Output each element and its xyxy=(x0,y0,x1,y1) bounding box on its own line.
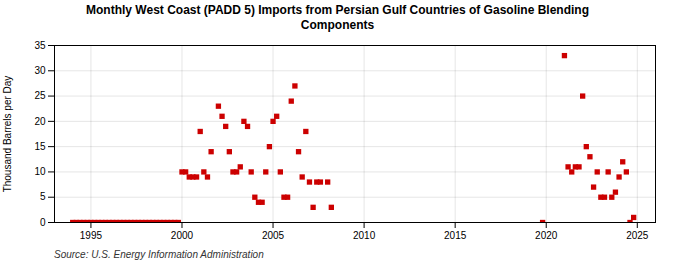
svg-text:1995: 1995 xyxy=(80,230,103,241)
svg-text:35: 35 xyxy=(34,40,46,51)
html-text:Source: U.S. Energy Informatio: Source: U.S. Energy Information Administ… xyxy=(54,249,264,260)
svg-text:10: 10 xyxy=(34,166,46,177)
svg-text:5: 5 xyxy=(40,191,46,202)
svg-text:30: 30 xyxy=(34,65,46,76)
svg-text:2015: 2015 xyxy=(444,230,467,241)
svg-text:20: 20 xyxy=(34,116,46,127)
svg-text:0: 0 xyxy=(40,217,46,228)
html-text:Monthly West Coast (PADD 5) Im: Monthly West Coast (PADD 5) Imports from… xyxy=(86,3,589,32)
svg-text:2020: 2020 xyxy=(535,230,558,241)
svg-text:Thousand Barrels per Day: Thousand Barrels per Day xyxy=(2,76,13,193)
svg-text:2010: 2010 xyxy=(353,230,376,241)
svg-text:25: 25 xyxy=(34,90,46,101)
svg-text:2025: 2025 xyxy=(626,230,649,241)
svg-text:2000: 2000 xyxy=(171,230,194,241)
svg-text:2005: 2005 xyxy=(262,230,285,241)
svg-text:15: 15 xyxy=(34,141,46,152)
